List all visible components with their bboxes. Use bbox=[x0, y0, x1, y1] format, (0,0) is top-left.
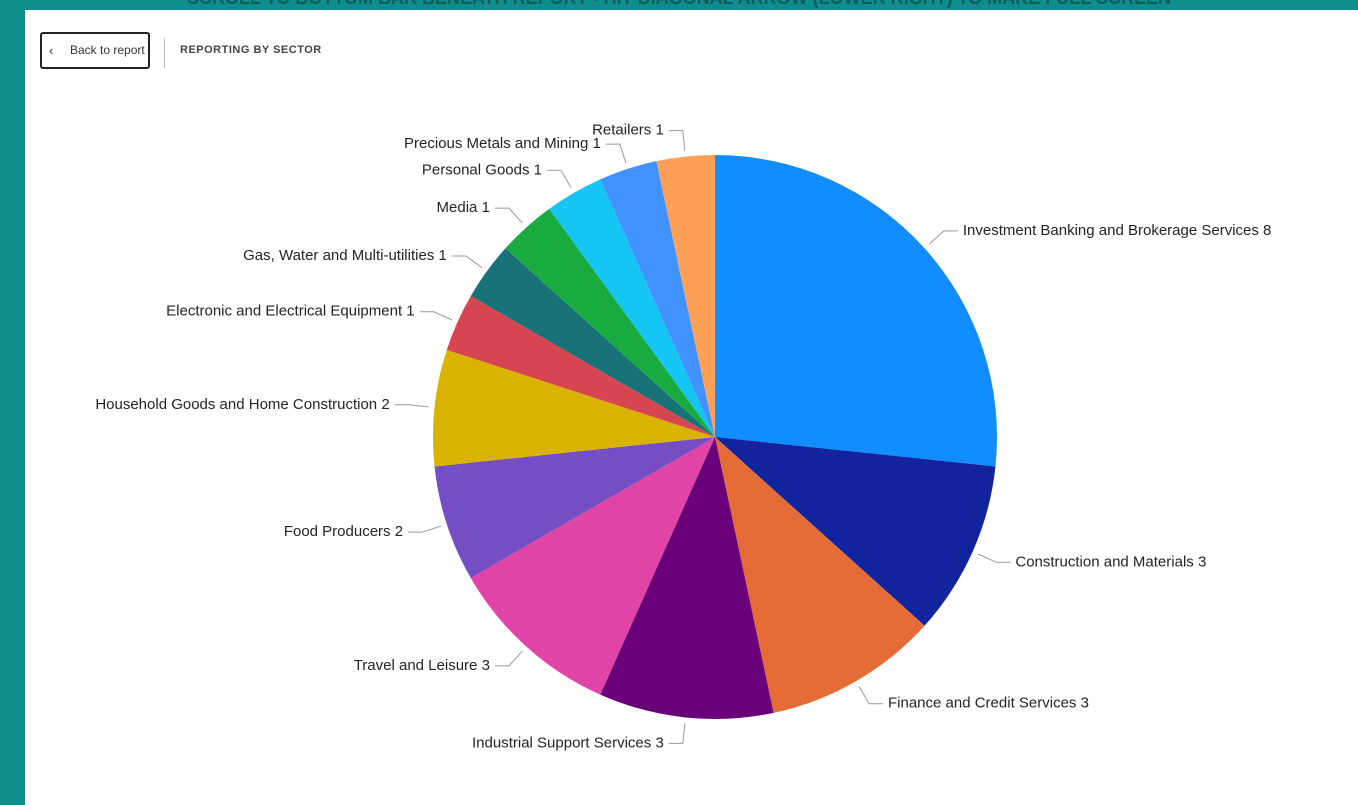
pie-slice bbox=[549, 179, 715, 437]
slice-value: 3 bbox=[1198, 553, 1206, 570]
pie-slice bbox=[600, 161, 715, 437]
category-name: Gas, Water and Multi-utilities bbox=[243, 247, 434, 264]
slice-label: Food Producers 2 bbox=[284, 523, 403, 540]
page-title: REPORTING BY SECTOR bbox=[180, 44, 322, 56]
leader-line bbox=[858, 686, 883, 705]
category-name: Travel and Leisure bbox=[354, 657, 478, 674]
category-name: Media bbox=[437, 199, 479, 216]
back-button[interactable]: ‹ Back to report bbox=[40, 32, 150, 69]
slice-value: 3 bbox=[1081, 695, 1089, 712]
pie-slice bbox=[433, 349, 715, 467]
category-name: Precious Metals and Mining bbox=[404, 135, 588, 152]
leader-line bbox=[408, 525, 442, 533]
slice-label: Electronic and Electrical Equipment 1 bbox=[166, 303, 414, 320]
chevron: ‹ bbox=[49, 43, 54, 58]
leader-line bbox=[394, 404, 429, 408]
leader-line bbox=[494, 207, 523, 224]
back-label: Back to report bbox=[70, 43, 145, 57]
pie-slice bbox=[656, 155, 715, 437]
leader-line bbox=[494, 650, 523, 667]
leader-line bbox=[928, 230, 958, 245]
category-name: Food Producers bbox=[284, 523, 391, 540]
slice-value: 1 bbox=[655, 122, 663, 139]
category-name: Household Goods and Home Construction bbox=[95, 396, 377, 413]
slice-value: 1 bbox=[482, 199, 490, 216]
slice-value: 1 bbox=[592, 135, 600, 152]
slice-value: 8 bbox=[1263, 222, 1271, 239]
category-name: Investment Banking and Brokerage Service… bbox=[963, 222, 1259, 239]
pie-slice bbox=[470, 248, 715, 437]
slice-label: Travel and Leisure 3 bbox=[354, 657, 490, 674]
slice-value: 2 bbox=[381, 396, 389, 413]
slice-value: 3 bbox=[655, 734, 663, 751]
pie-slice bbox=[446, 296, 715, 437]
slice-label: Investment Banking and Brokerage Service… bbox=[963, 222, 1272, 239]
pie-slice bbox=[715, 437, 925, 713]
pie-slice bbox=[715, 437, 996, 626]
pie-slice bbox=[470, 437, 715, 695]
slice-label: Retailers 1 bbox=[592, 122, 664, 139]
slice-value: 2 bbox=[395, 523, 403, 540]
slice-label: Industrial Support Services 3 bbox=[472, 734, 664, 751]
slice-label: Household Goods and Home Construction 2 bbox=[95, 396, 389, 413]
category-name: Personal Goods bbox=[422, 161, 530, 178]
pie-slice bbox=[715, 155, 997, 467]
category-name: Finance and Credit Services bbox=[888, 695, 1076, 712]
slice-value: 1 bbox=[406, 303, 414, 320]
slice-label: Construction and Materials 3 bbox=[1015, 553, 1206, 570]
slice-label: Media 1 bbox=[437, 199, 490, 216]
leader-line bbox=[419, 311, 453, 321]
leader-line bbox=[668, 723, 686, 744]
slice-label: Gas, Water and Multi-utilities 1 bbox=[243, 247, 447, 264]
category-name: Construction and Materials bbox=[1015, 553, 1193, 570]
pie-slice bbox=[505, 208, 715, 437]
slice-label: Finance and Credit Services 3 bbox=[888, 695, 1089, 712]
leader-line bbox=[668, 130, 686, 151]
leader-line bbox=[977, 553, 1011, 563]
category-name: Industrial Support Services bbox=[472, 734, 651, 751]
leader-line bbox=[547, 169, 572, 188]
leader-line bbox=[605, 143, 627, 164]
pie-slice bbox=[434, 437, 715, 578]
banner: SCROLL TO BOTTOM BAR BENEATH REPORT - HI… bbox=[0, 0, 1358, 9]
pie-slice bbox=[600, 437, 774, 720]
slice-value: 1 bbox=[438, 247, 446, 264]
category-name: Retailers bbox=[592, 122, 651, 139]
slice-value: 1 bbox=[534, 161, 542, 178]
leader-line bbox=[451, 255, 483, 269]
separator bbox=[164, 38, 165, 68]
slice-value: 3 bbox=[482, 657, 490, 674]
category-name: Electronic and Electrical Equipment bbox=[166, 303, 403, 320]
slice-label: Precious Metals and Mining 1 bbox=[404, 135, 601, 152]
slice-label: Personal Goods 1 bbox=[422, 161, 542, 178]
